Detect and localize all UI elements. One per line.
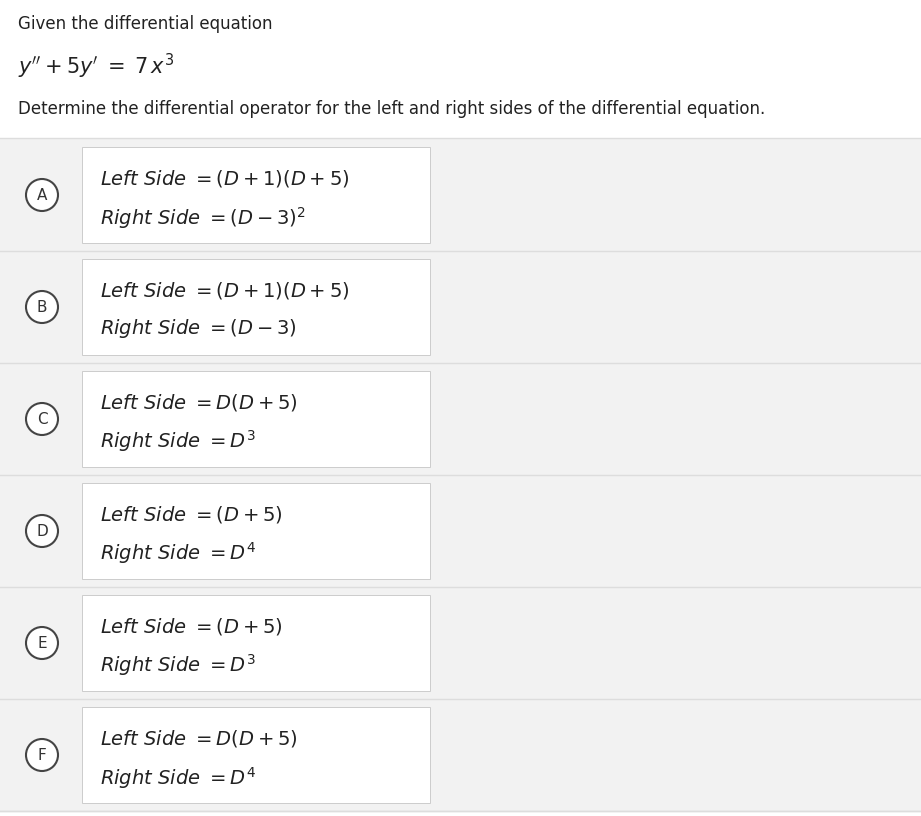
Text: Left Side $= D(D+5)$: Left Side $= D(D+5)$	[100, 728, 297, 749]
Circle shape	[26, 403, 58, 435]
Circle shape	[26, 515, 58, 547]
Text: Left Side $= (D + 1)(D + 5)$: Left Side $= (D + 1)(D + 5)$	[100, 168, 349, 189]
Bar	[82, 147, 430, 243]
Text: D: D	[36, 524, 48, 539]
Bar	[82, 371, 430, 467]
Text: Right Side $= D^3$: Right Side $= D^3$	[100, 653, 256, 678]
Bar	[82, 595, 430, 691]
Bar	[0, 475, 921, 587]
Bar	[82, 707, 430, 803]
Bar	[0, 587, 921, 699]
Text: A: A	[37, 188, 47, 202]
Circle shape	[26, 627, 58, 659]
Circle shape	[26, 739, 58, 771]
Circle shape	[26, 291, 58, 323]
Text: Left Side $= (D+5)$: Left Side $= (D+5)$	[100, 504, 283, 526]
Bar	[0, 699, 921, 811]
Text: B: B	[37, 299, 47, 314]
Text: Right Side $= D^4$: Right Side $= D^4$	[100, 541, 256, 566]
Text: Left Side $= D(D+5)$: Left Side $= D(D+5)$	[100, 392, 297, 413]
Text: Right Side $= (D - 3)$: Right Side $= (D - 3)$	[100, 317, 297, 339]
Text: Right Side $= D^3$: Right Side $= D^3$	[100, 428, 256, 455]
Text: Given the differential equation: Given the differential equation	[18, 15, 273, 33]
Text: F: F	[38, 747, 46, 762]
Text: Left Side $= (D + 1)(D + 5)$: Left Side $= (D + 1)(D + 5)$	[100, 280, 349, 301]
Bar	[0, 251, 921, 363]
Text: Right Side $= (D - 3)^2$: Right Side $= (D - 3)^2$	[100, 205, 306, 230]
Text: E: E	[37, 636, 47, 650]
Bar	[82, 483, 430, 579]
Text: Left Side $= (D+5)$: Left Side $= (D+5)$	[100, 616, 283, 637]
Text: C: C	[37, 411, 47, 427]
Circle shape	[26, 179, 58, 211]
Text: Determine the differential operator for the left and right sides of the differen: Determine the differential operator for …	[18, 100, 765, 118]
Bar	[0, 139, 921, 251]
Text: $y'' + 5y' \; = \; 7\,x^3$: $y'' + 5y' \; = \; 7\,x^3$	[18, 52, 174, 82]
Text: Right Side $= D^4$: Right Side $= D^4$	[100, 765, 256, 791]
Bar	[82, 259, 430, 355]
Bar	[0, 363, 921, 475]
